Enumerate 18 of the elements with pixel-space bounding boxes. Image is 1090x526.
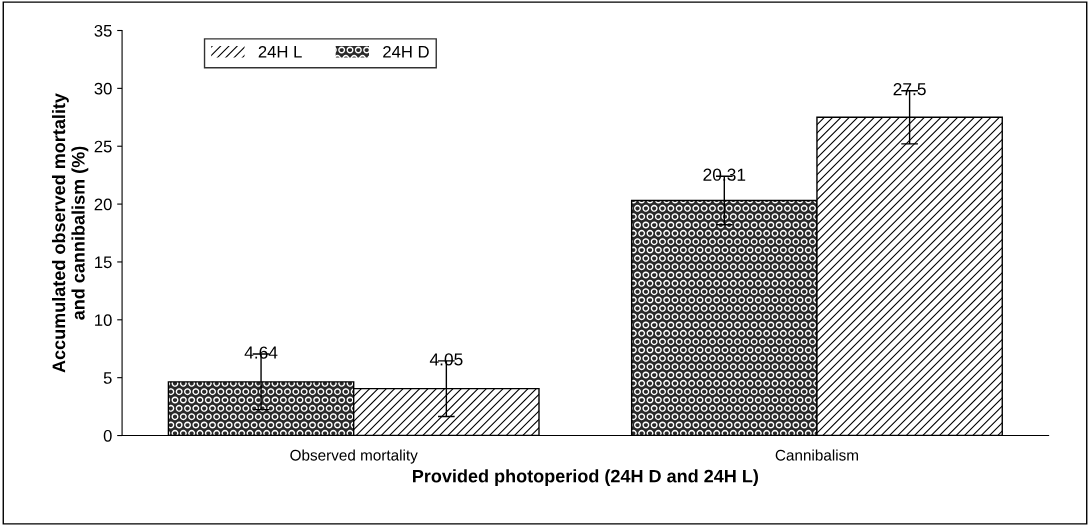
data-label: 4.05 <box>429 353 463 366</box>
data-label: 4.64 <box>244 346 278 359</box>
legend-label: 24H D <box>383 45 429 58</box>
y-tick-label: 10 <box>95 314 112 327</box>
y-tick-label: 5 <box>103 372 112 384</box>
y-tick-label: 35 <box>94 24 112 37</box>
y-tick-label: 0 <box>103 429 112 442</box>
data-label: 27.5 <box>893 83 926 96</box>
y-tick-label: 15 <box>95 256 112 269</box>
y-tick-label: 20 <box>94 198 112 211</box>
data-label: 20.31 <box>703 168 746 181</box>
y-tick-label: 25 <box>94 140 112 153</box>
y-tick-label: 30 <box>94 82 112 95</box>
x-axis-title: Provided photoperiod (24H D and 24H L) <box>413 469 758 487</box>
y-axis-title: Accumulated observed mortality and cannibalism (%) <box>51 93 89 373</box>
x-tick-label: Cannibalism <box>775 449 858 461</box>
x-tick-label: Observed mortality <box>290 449 418 464</box>
legend-label: 24H L <box>258 45 302 58</box>
